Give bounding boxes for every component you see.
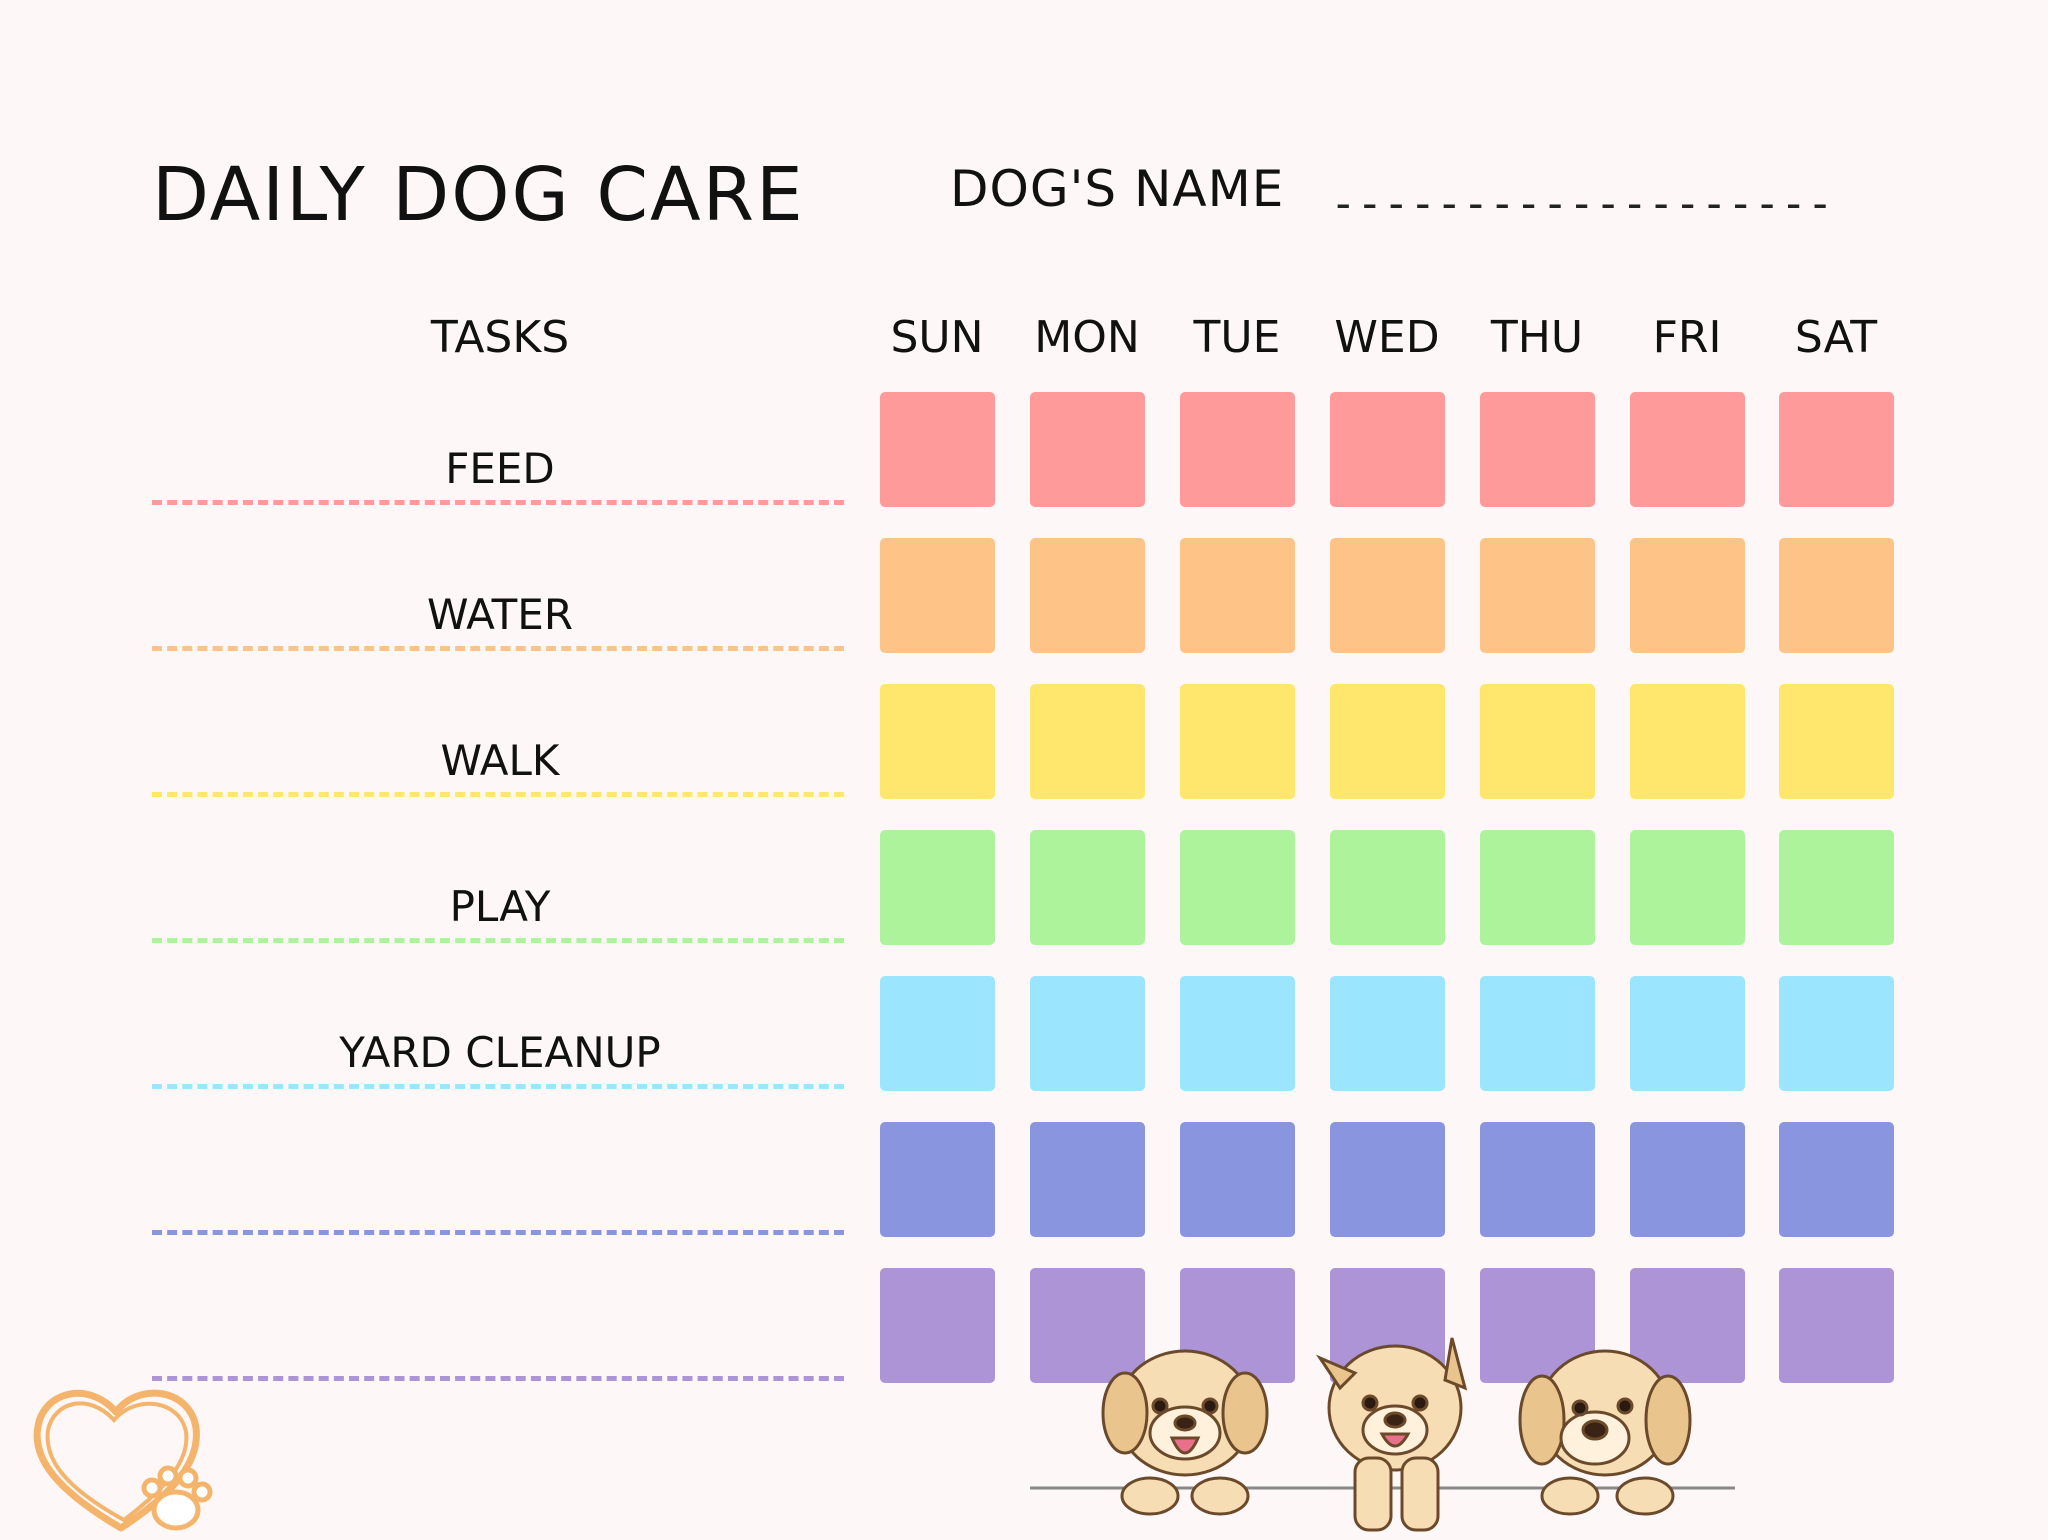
check-cell-sun[interactable] — [880, 1268, 995, 1383]
check-cell-wed[interactable] — [1330, 830, 1445, 945]
check-cell-mon[interactable] — [1030, 684, 1145, 799]
check-cell-tue[interactable] — [1180, 830, 1295, 945]
check-cell-sun[interactable] — [880, 830, 995, 945]
check-cell-sat[interactable] — [1779, 1122, 1894, 1237]
check-cell-sun[interactable] — [880, 538, 995, 653]
day-header-sat: SAT — [1794, 312, 1878, 363]
check-cell-sat[interactable] — [1779, 976, 1894, 1091]
task-dashed-line — [152, 938, 844, 943]
puppies-illustration — [1020, 1318, 1740, 1540]
dog-name-label: DOG'S NAME — [950, 160, 1285, 218]
check-cell-thu[interactable] — [1480, 538, 1595, 653]
check-cell-fri[interactable] — [1630, 1122, 1745, 1237]
check-cell-wed[interactable] — [1330, 538, 1445, 653]
check-cell-mon[interactable] — [1030, 830, 1145, 945]
check-cell-thu[interactable] — [1480, 684, 1595, 799]
check-cell-tue[interactable] — [1180, 1122, 1295, 1237]
tasks-column-header: TASKS — [430, 312, 570, 363]
check-cell-fri[interactable] — [1630, 830, 1745, 945]
check-cell-mon[interactable] — [1030, 1122, 1145, 1237]
check-cell-sun[interactable] — [880, 976, 995, 1091]
dog-name-blank[interactable]: ------------------- — [1330, 178, 1834, 229]
day-header-sun: SUN — [890, 312, 984, 363]
check-cell-wed[interactable] — [1330, 392, 1445, 507]
task-dashed-line — [152, 1376, 844, 1381]
task-dashed-line — [152, 1230, 844, 1235]
day-header-thu: THU — [1490, 312, 1584, 363]
task-label[interactable]: YARD CLEANUP — [339, 1028, 661, 1077]
check-cell-sat[interactable] — [1779, 1268, 1894, 1383]
check-cell-fri[interactable] — [1630, 392, 1745, 507]
task-dashed-line — [152, 646, 844, 651]
page-title: DAILY DOG CARE — [152, 152, 805, 238]
day-header-tue: TUE — [1193, 312, 1281, 363]
day-header-mon: MON — [1034, 312, 1140, 363]
check-cell-thu[interactable] — [1480, 976, 1595, 1091]
task-label-blank[interactable] — [150, 1320, 850, 1370]
check-cell-sun[interactable] — [880, 1122, 995, 1237]
check-cell-thu[interactable] — [1480, 1122, 1595, 1237]
heart-paw-icon — [26, 1380, 216, 1540]
check-cell-mon[interactable] — [1030, 538, 1145, 653]
check-cell-mon[interactable] — [1030, 976, 1145, 1091]
task-label[interactable]: WALK — [440, 736, 560, 785]
day-header-fri: FRI — [1652, 312, 1722, 363]
check-cell-tue[interactable] — [1180, 538, 1295, 653]
check-cell-sun[interactable] — [880, 392, 995, 507]
check-cell-sat[interactable] — [1779, 830, 1894, 945]
check-cell-mon[interactable] — [1030, 1268, 1145, 1383]
check-cell-sat[interactable] — [1779, 392, 1894, 507]
check-cell-wed[interactable] — [1330, 976, 1445, 1091]
check-cell-tue[interactable] — [1180, 684, 1295, 799]
task-label[interactable]: PLAY — [449, 882, 551, 931]
check-cell-fri[interactable] — [1630, 976, 1745, 1091]
check-cell-sat[interactable] — [1779, 538, 1894, 653]
task-label[interactable]: FEED — [445, 444, 555, 493]
task-dashed-line — [152, 1084, 844, 1089]
check-cell-sun[interactable] — [880, 684, 995, 799]
check-cell-fri[interactable] — [1630, 1268, 1745, 1383]
check-cell-wed[interactable] — [1330, 1122, 1445, 1237]
check-cell-thu[interactable] — [1480, 830, 1595, 945]
check-cell-thu[interactable] — [1480, 392, 1595, 507]
check-cell-wed[interactable] — [1330, 684, 1445, 799]
check-cell-tue[interactable] — [1180, 976, 1295, 1091]
task-dashed-line — [152, 792, 844, 797]
task-dashed-line — [152, 500, 844, 505]
check-cell-tue[interactable] — [1180, 392, 1295, 507]
check-cell-fri[interactable] — [1630, 538, 1745, 653]
check-cell-fri[interactable] — [1630, 684, 1745, 799]
task-label[interactable]: WATER — [426, 590, 574, 639]
check-cell-mon[interactable] — [1030, 392, 1145, 507]
day-header-wed: WED — [1334, 312, 1440, 363]
check-cell-sat[interactable] — [1779, 684, 1894, 799]
task-label-blank[interactable] — [150, 1174, 850, 1224]
